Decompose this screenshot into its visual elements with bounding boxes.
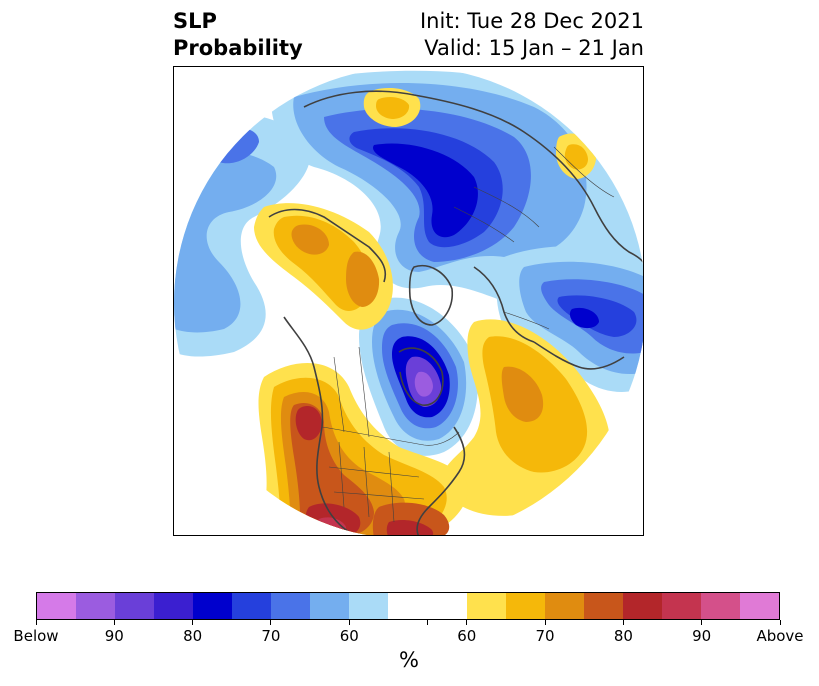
coast-europe bbox=[533, 341, 625, 370]
colorbar-segment bbox=[466, 593, 506, 619]
colorbar-segment bbox=[700, 593, 740, 619]
colorbar-segment bbox=[583, 593, 623, 619]
border-russia-2 bbox=[473, 186, 540, 228]
border-us-states-2 bbox=[363, 446, 370, 518]
colorbar-tick bbox=[622, 620, 624, 625]
colorbar-tick bbox=[779, 620, 781, 625]
colorbar-tick-label: Below bbox=[13, 627, 59, 645]
coast-eurasia-north bbox=[303, 90, 595, 208]
border-russia-1 bbox=[453, 206, 515, 243]
region-blue-west-mid bbox=[174, 151, 277, 333]
colorbar-tick bbox=[427, 620, 429, 625]
colorbar-segment bbox=[739, 593, 779, 619]
coast-greenland bbox=[408, 265, 454, 326]
coast-alaska bbox=[268, 208, 387, 283]
region-red-us-west bbox=[295, 406, 322, 441]
colorbar-segment bbox=[349, 593, 389, 619]
region-red-gulf bbox=[386, 520, 434, 535]
border-us-canada bbox=[321, 426, 460, 446]
region-orange-atlantic bbox=[501, 366, 544, 422]
coast-north-america-east bbox=[416, 426, 466, 535]
colorbar-unit-label: % bbox=[399, 648, 419, 672]
title-block: SLP Probability bbox=[173, 8, 303, 62]
title-line-probability: Probability bbox=[173, 36, 303, 60]
border-canada-prov-2 bbox=[358, 346, 370, 438]
country-borders bbox=[321, 146, 615, 523]
colorbar-tick bbox=[35, 620, 37, 625]
date-block: Init: Tue 28 Dec 2021 Valid: 15 Jan – 21… bbox=[420, 8, 644, 62]
map-frame bbox=[173, 66, 644, 536]
region-orange-alaska bbox=[346, 251, 380, 307]
colorbar-segment bbox=[310, 593, 350, 619]
coast-hudson-bay bbox=[398, 347, 444, 406]
border-asia-1 bbox=[553, 146, 615, 198]
colorbar-tick bbox=[192, 620, 194, 625]
region-blue-arctic-90 bbox=[373, 143, 478, 238]
region-blue-europe-90 bbox=[569, 307, 599, 329]
colorbar-segment bbox=[544, 593, 584, 619]
init-date: Init: Tue 28 Dec 2021 bbox=[419, 9, 644, 33]
colorbar-tick-label: 70 bbox=[535, 627, 555, 645]
colorbar-segment bbox=[388, 593, 467, 619]
colorbar-tick-label: 90 bbox=[104, 627, 124, 645]
colorbar-segment bbox=[115, 593, 155, 619]
colorbar bbox=[36, 592, 780, 620]
region-orange-alaska-west bbox=[291, 224, 329, 255]
colorbar-segment bbox=[622, 593, 662, 619]
region-yellow70-north bbox=[376, 97, 410, 119]
colorbar-tick-label: 60 bbox=[339, 627, 359, 645]
colorbar-segment bbox=[271, 593, 311, 619]
border-us-states-4 bbox=[328, 466, 420, 478]
border-europe-1 bbox=[503, 311, 550, 330]
colorbar-segment bbox=[193, 593, 233, 619]
colorbar-segment bbox=[76, 593, 116, 619]
border-canada-prov-1 bbox=[333, 356, 345, 433]
colorbar-segment bbox=[37, 593, 77, 619]
colorbar-tick-label: 70 bbox=[261, 627, 281, 645]
map-disk bbox=[174, 67, 643, 535]
colorbar-segment bbox=[505, 593, 545, 619]
colorbar-tick-label: 80 bbox=[183, 627, 203, 645]
colorbar-tick bbox=[113, 620, 115, 625]
region-violet-canada bbox=[414, 371, 433, 397]
colorbar-tick bbox=[544, 620, 546, 625]
colorbar-tick bbox=[701, 620, 703, 625]
colorbar-tick-label: 90 bbox=[692, 627, 712, 645]
title-line-slp: SLP bbox=[173, 9, 217, 33]
colorbar-tick-label: Above bbox=[756, 627, 804, 645]
colorbar-tick bbox=[466, 620, 468, 625]
colorbar-tick bbox=[348, 620, 350, 625]
border-us-states-5 bbox=[333, 491, 425, 500]
valid-date-range: Valid: 15 Jan – 21 Jan bbox=[424, 36, 644, 60]
colorbar-segment bbox=[661, 593, 701, 619]
polar-map bbox=[174, 67, 643, 535]
colorbar-segment bbox=[232, 593, 272, 619]
colorbar-tick-label: 60 bbox=[457, 627, 477, 645]
colorbar-segment bbox=[154, 593, 194, 619]
colorbar-tick-label: 80 bbox=[613, 627, 633, 645]
border-us-states-1 bbox=[338, 441, 345, 508]
colorbar-tick bbox=[270, 620, 272, 625]
coast-siberia bbox=[593, 206, 643, 268]
border-us-states-3 bbox=[388, 451, 395, 523]
